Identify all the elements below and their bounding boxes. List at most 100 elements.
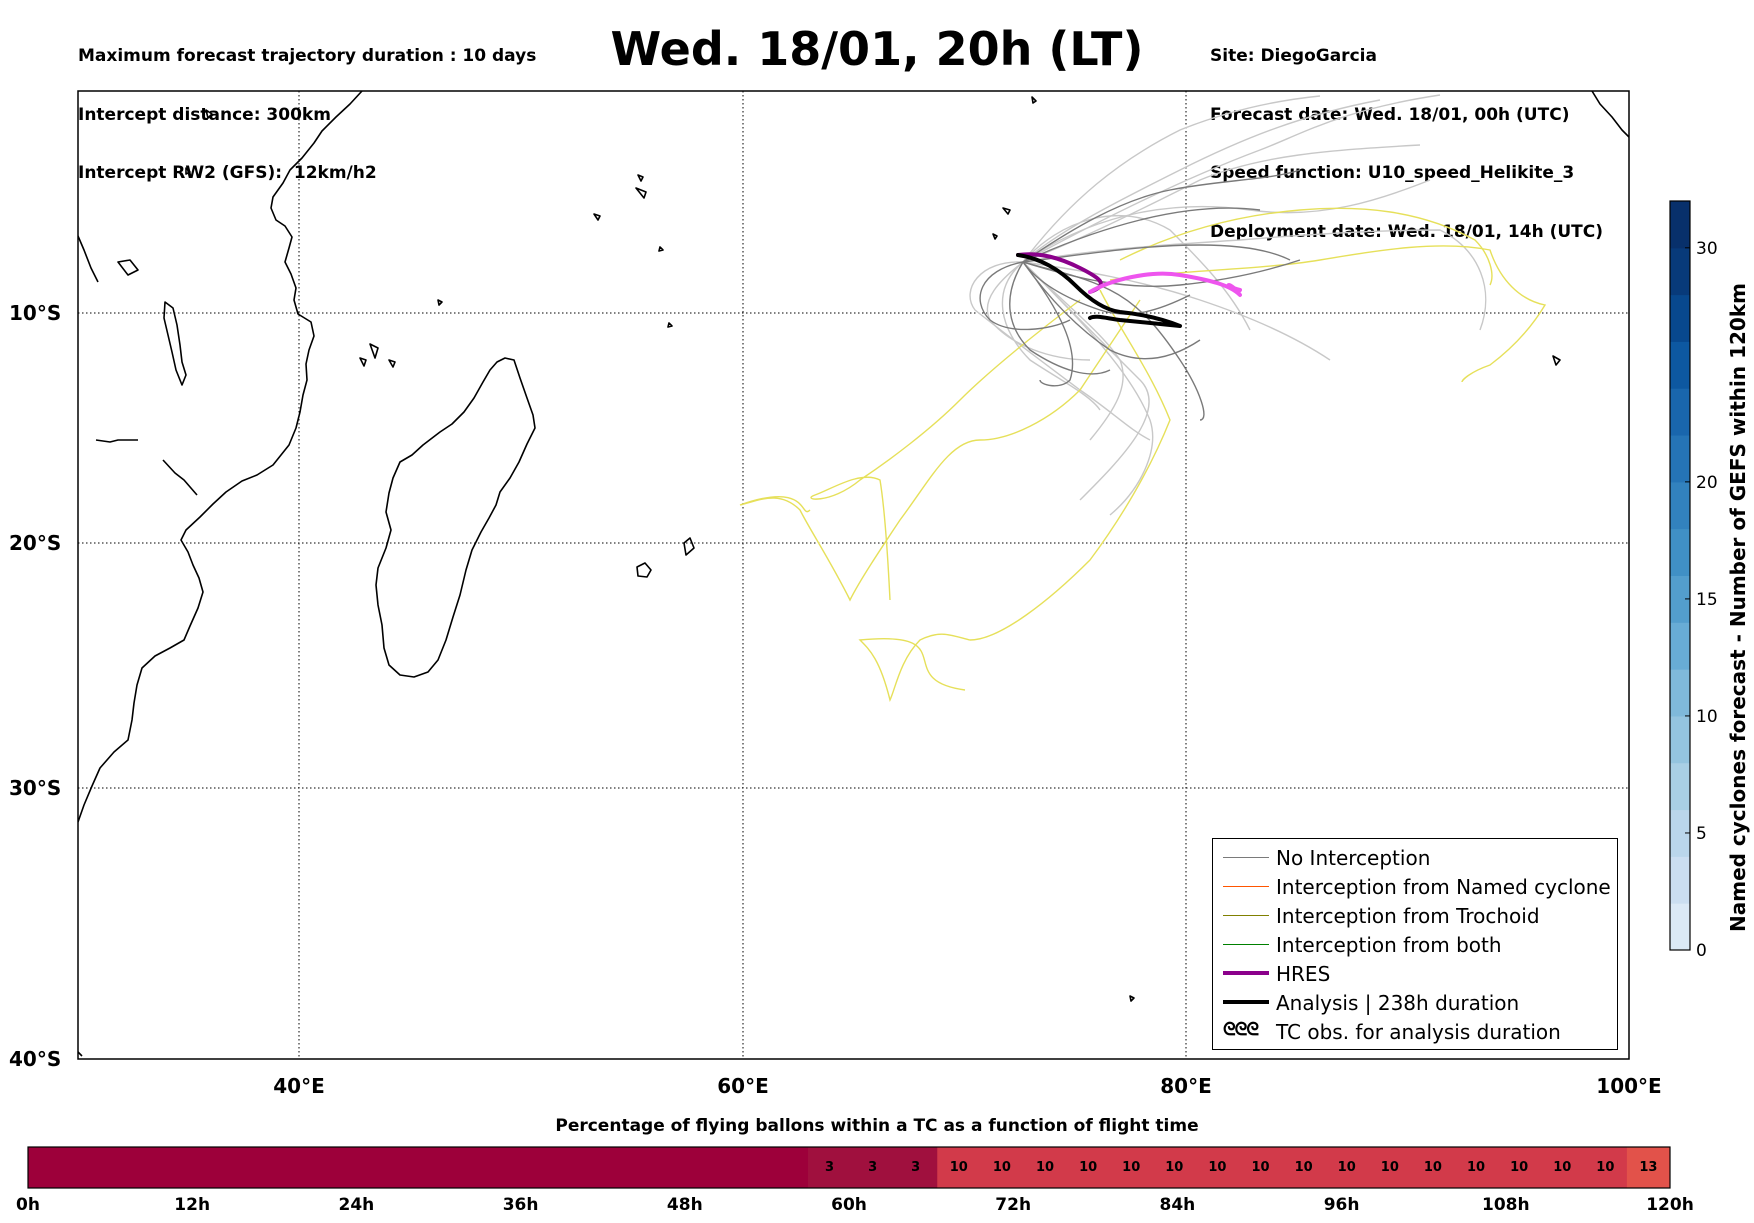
flight-time-tick-label: 60h xyxy=(831,1195,867,1215)
track-light-13 xyxy=(1022,179,1431,263)
tracks-dark-grey xyxy=(979,169,1301,421)
lon-label-80e: 80°E xyxy=(1160,1074,1212,1098)
graticule xyxy=(78,91,1629,1059)
track-dark-2 xyxy=(1022,207,1261,263)
track-yellow-4 xyxy=(1119,207,1493,286)
island-left-small xyxy=(95,439,138,443)
flight-time-cell xyxy=(894,1147,938,1188)
flight-time-cell xyxy=(1066,1147,1111,1188)
flight-time-cell xyxy=(807,1147,852,1188)
page-title: Wed. 18/01, 20h (LT) xyxy=(0,22,1754,76)
flight-time-cell-value: 10 xyxy=(1294,1159,1313,1175)
coastlines xyxy=(78,91,1629,1057)
island-top-left-a xyxy=(117,259,139,276)
flight-time-cell xyxy=(1368,1147,1412,1188)
island-maldives xyxy=(1002,207,1011,215)
flight-time-frame xyxy=(27,1146,1671,1189)
colorbar-segment xyxy=(1670,762,1690,811)
flight-time-cell xyxy=(1282,1147,1326,1188)
flight-time-cell xyxy=(1454,1147,1499,1188)
colorbar-segment xyxy=(1670,622,1690,670)
island-reunion xyxy=(636,562,652,578)
map-frame xyxy=(77,90,1630,1060)
track-light-11 xyxy=(1022,95,1321,263)
madagascar-coastline xyxy=(375,357,536,678)
title-text: Wed. 18/01, 20h (LT) xyxy=(610,22,1144,76)
island-small-4 xyxy=(437,299,443,306)
flight-time-cell-value: 10 xyxy=(1165,1159,1184,1175)
flight-time-cell-value: 10 xyxy=(1466,1159,1486,1175)
track-dark-8 xyxy=(979,261,1071,331)
flight-time-title: Percentage of flying ballons within a TC… xyxy=(555,1116,1199,1136)
flight-time-cell-value: 10 xyxy=(1510,1159,1529,1175)
colorbar-segment xyxy=(1670,856,1690,904)
flight-time-cell xyxy=(1540,1147,1585,1188)
flight-time-cell xyxy=(1238,1147,1283,1188)
colorbar-tick-label: 15 xyxy=(1696,590,1718,610)
legend-item-no-interception: No Interception xyxy=(1213,843,1617,872)
colorbar-segment xyxy=(1670,435,1690,483)
somalia-coast-fragment xyxy=(78,235,99,283)
island-small-3 xyxy=(593,213,601,221)
legend-item-analysis: Analysis | 238h duration xyxy=(1213,988,1617,1017)
flight-time-cell xyxy=(1152,1147,1197,1188)
hres-track-light xyxy=(1088,271,1242,297)
flight-time-cell xyxy=(980,1147,1024,1188)
flight-time-tick-label: 12h xyxy=(174,1195,211,1215)
colorbar: 0 5 10 15 20 30 xyxy=(1669,200,1718,961)
colorbar-segment xyxy=(1670,669,1690,717)
flight-time-tick-label: 120h xyxy=(1646,1195,1694,1215)
flight-time-cell-value: 10 xyxy=(1035,1159,1055,1175)
island-top-small-1 xyxy=(1031,96,1037,104)
flight-time-tick-label: 48h xyxy=(666,1195,703,1215)
island-seychelles-2 xyxy=(635,187,647,199)
analysis-track-path xyxy=(1016,253,1182,328)
legend-line-named-cyclone xyxy=(1223,886,1269,887)
tracks-light-grey xyxy=(969,94,1487,516)
colorbar-segment xyxy=(1670,575,1690,623)
track-dark-4 xyxy=(1022,259,1301,287)
track-light-14 xyxy=(1022,261,1154,516)
island-comoros-1 xyxy=(369,343,379,359)
legend-label-both: Interception from both xyxy=(1276,933,1502,957)
track-dark-6 xyxy=(1022,169,1301,263)
track-dark-3 xyxy=(1022,261,1201,360)
lat-label-20s: 20°S xyxy=(9,531,61,555)
flight-time-cell-value: 10 xyxy=(1423,1159,1442,1175)
legend-label-no-interception: No Interception xyxy=(1276,846,1431,870)
colorbar-tick-label: 30 xyxy=(1696,239,1718,259)
track-dark-10 xyxy=(1022,261,1074,387)
header-right: Site: DiegoGarcia Forecast date: Wed. 18… xyxy=(1210,8,1603,262)
flight-time-tick-label: 96h xyxy=(1323,1195,1360,1215)
flight-time-bar xyxy=(27,1146,1671,1189)
track-dark-5 xyxy=(1009,261,1111,375)
flight-time-cell-value: 10 xyxy=(1337,1159,1356,1175)
track-light-5 xyxy=(1022,229,1487,331)
flight-time-tick-label: 36h xyxy=(502,1195,539,1215)
legend: No Interception Interception from Named … xyxy=(1212,838,1618,1050)
track-light-12 xyxy=(1001,261,1101,411)
legend-line-trochoid xyxy=(1223,915,1269,916)
sumatra-coast-fragment xyxy=(1591,91,1629,138)
island-top-small-3 xyxy=(185,167,191,175)
legend-item-trochoid: Interception from Trochoid xyxy=(1213,901,1617,930)
track-yellow-2 xyxy=(739,299,1141,602)
track-light-1 xyxy=(1022,99,1381,263)
legend-line-both xyxy=(1223,944,1269,945)
legend-label-trochoid: Interception from Trochoid xyxy=(1276,904,1540,928)
flight-time-cell xyxy=(1325,1147,1369,1188)
header-line-speed-function: Speed function: U10_speed_Helikite_3 xyxy=(1210,163,1575,183)
flight-time-cell xyxy=(1023,1147,1068,1188)
flight-time-tick-label: 72h xyxy=(995,1195,1032,1215)
legend-item-hres: HRES xyxy=(1213,959,1617,988)
header-line-duration: Maximum forecast trajectory duration : 1… xyxy=(78,46,537,66)
flight-time-cell xyxy=(1583,1147,1628,1188)
track-light-9 xyxy=(1022,261,1124,441)
flight-time-cell-value: 10 xyxy=(949,1159,968,1175)
island-top-small-2 xyxy=(205,109,213,119)
track-light-6 xyxy=(969,261,1151,441)
colorbar-frame xyxy=(1669,200,1691,951)
colorbar-segment xyxy=(1670,201,1690,249)
flight-time-cell xyxy=(1195,1147,1240,1188)
island-amsterdam xyxy=(1129,995,1135,1002)
